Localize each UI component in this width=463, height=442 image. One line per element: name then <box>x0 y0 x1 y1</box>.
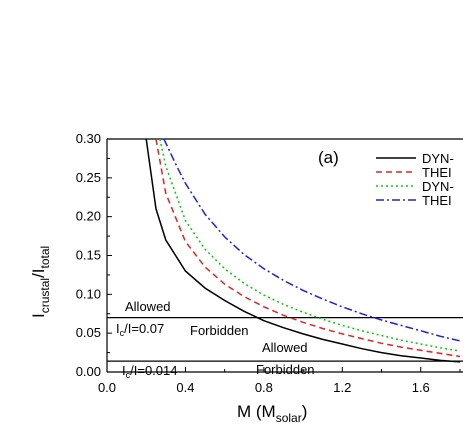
x-axis-title-sub: solar <box>276 411 302 425</box>
annotation-ratio-top: Ic/I=0.07 <box>116 321 164 338</box>
annotation-forbidden-top: Forbidden <box>190 323 249 338</box>
series-group <box>145 139 461 363</box>
y-axis-title-sub1: crustal <box>38 278 52 313</box>
ratio-bottom-rest: /I=0.014 <box>130 363 177 378</box>
annotation-ratio-bottom: Ic/I=0.014 <box>122 363 177 380</box>
series-line-4 <box>163 139 461 342</box>
ratio-bottom-main: I <box>122 363 126 378</box>
ratio-top-rest: /I=0.07 <box>124 321 164 336</box>
series-line-1 <box>145 139 461 363</box>
x-tick-label: 0.0 <box>98 380 116 395</box>
y-axis-title-sub2: total <box>38 246 52 269</box>
x-tick-label: 1.6 <box>412 380 430 395</box>
y-tick-label: 0.00 <box>76 364 101 379</box>
x-tick-label: 0.4 <box>176 380 194 395</box>
annotation-allowed-bottom: Allowed <box>262 340 308 355</box>
y-tick-label: 0.25 <box>76 170 101 185</box>
y-tick-label: 0.30 <box>76 131 101 146</box>
legend-label-3: DYN- <box>422 179 454 194</box>
x-tick-label: 1.2 <box>333 380 351 395</box>
threshold-lines <box>107 316 463 362</box>
annotation-forbidden-bottom: Forbidden <box>256 362 315 377</box>
x-axis-title-close: ) <box>302 402 308 421</box>
series-line-3 <box>159 139 461 352</box>
y-axis-title-main1: I <box>29 313 48 318</box>
series-line-2 <box>155 139 461 358</box>
panel-label: (a) <box>318 148 339 167</box>
y-axis-title-mid: /I <box>29 268 48 277</box>
y-tick-label: 0.05 <box>76 325 101 340</box>
y-tick-label: 0.15 <box>76 248 101 263</box>
legend-label-4: THEI <box>422 193 452 208</box>
y-tick-label: 0.10 <box>76 286 101 301</box>
axis-ticks: 0.00 0.05 0.10 0.15 0.20 0.25 0.30 0.0 0.4 0.8 1.2… <box>76 131 461 395</box>
x-axis-title-main: M (M <box>237 402 276 421</box>
x-tick-label: 0.8 <box>255 380 273 395</box>
x-axis-title: M (Msolar) <box>237 402 307 425</box>
ratio-bottom-sub: c <box>126 370 131 380</box>
y-axis-title: Icrustal/Itotal <box>29 246 52 318</box>
ratio-top-main: I <box>116 321 120 336</box>
legend-label-2: THEI <box>422 165 452 180</box>
legend-label-1: DYN- <box>422 151 454 166</box>
ratio-top-sub: c <box>120 328 125 338</box>
annotation-allowed-top: Allowed <box>125 299 171 314</box>
y-tick-label: 0.20 <box>76 209 101 224</box>
